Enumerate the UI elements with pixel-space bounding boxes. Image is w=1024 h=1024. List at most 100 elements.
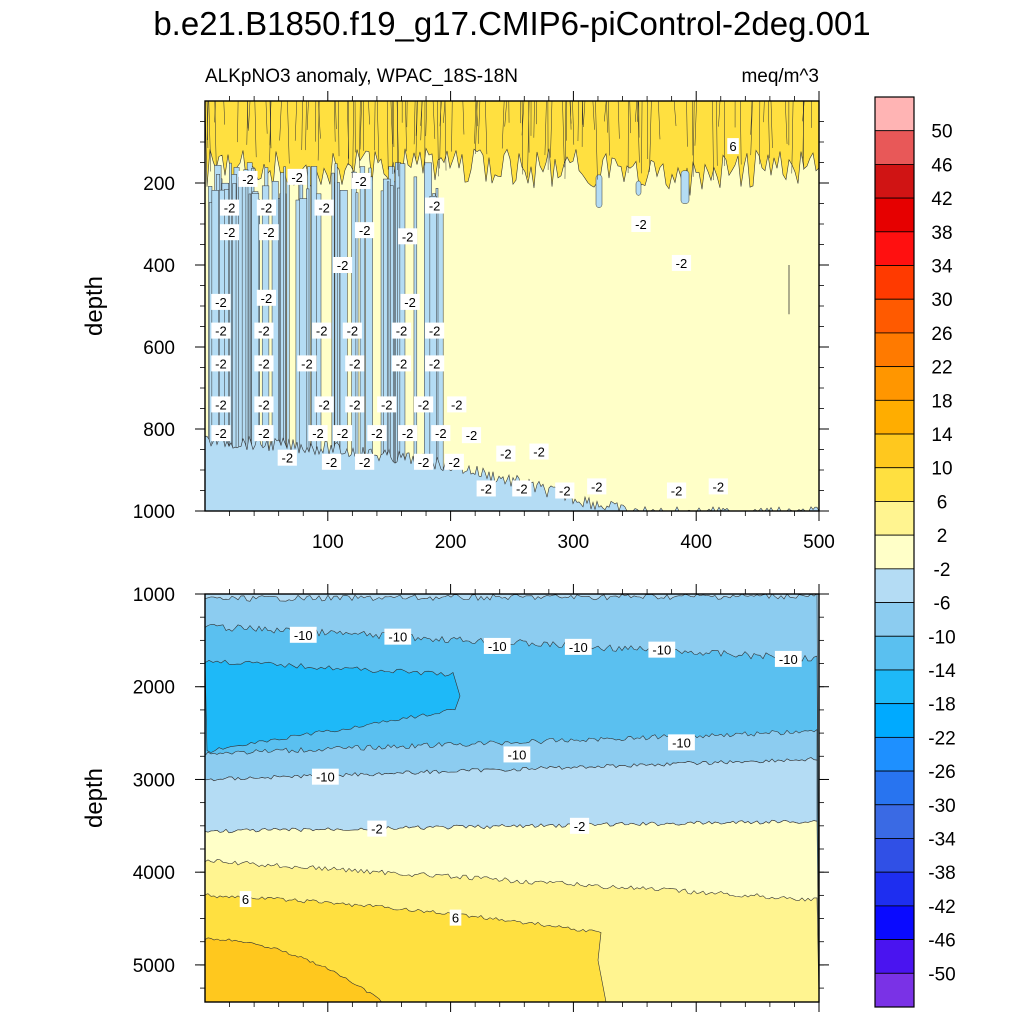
label-box: [321, 453, 342, 470]
surface-contour-line: [318, 101, 321, 139]
surface-contour-line: [692, 101, 695, 177]
upper-contour-label: -2: [444, 453, 464, 470]
upper-contour-label: -2: [277, 449, 297, 466]
label-text: -2: [337, 258, 349, 273]
upper-contour-label: -2: [219, 224, 240, 241]
label-box: [314, 396, 334, 413]
negative-strand: [680, 170, 690, 204]
upper-contour-label: -2: [447, 396, 467, 413]
colorbar-swatch: [874, 635, 915, 671]
colorbar-swatch: [874, 905, 915, 940]
label-text: 6: [242, 892, 249, 907]
surface-contour-line: [485, 101, 488, 155]
upper-contour-label: -2: [377, 396, 397, 413]
y-tick-label: 3000: [133, 770, 175, 791]
surface-contour-line: [564, 101, 567, 179]
label-box: [461, 427, 482, 444]
label-box: [555, 482, 575, 499]
negative-strand: [429, 196, 437, 511]
label-text: -2: [371, 822, 383, 837]
colorbar-swatch: [874, 838, 915, 873]
x-tick-label: 300: [558, 532, 590, 553]
label-box: [254, 355, 274, 372]
label-text: -2: [418, 455, 430, 470]
label-text: -2: [316, 324, 328, 339]
colorbar-label: 6: [937, 492, 948, 513]
label-text: -10: [388, 630, 407, 645]
upper-contour-label: -2: [398, 228, 418, 245]
negative-strand: [355, 192, 359, 511]
surface-contour-line: [279, 101, 282, 141]
upper-axes: 100 200 300 400 500 200 400 600 800 1000: [133, 91, 835, 553]
label-box: [311, 768, 339, 785]
upper-ylabel: depth: [81, 276, 108, 336]
surface-contour-line: [768, 101, 770, 159]
upper-contour-label: -2: [666, 482, 687, 499]
surface-contour-line: [415, 101, 418, 159]
label-text: -2: [449, 455, 461, 470]
label-text: 6: [452, 911, 459, 926]
label-box: [367, 425, 387, 442]
surface-contour-line: [386, 101, 389, 170]
label-text: -10: [672, 735, 691, 750]
label-box: [425, 197, 445, 214]
upper-contour-fill: 6-2 -2 -2-2 -2 -2 -2-2 -2 -2 -2-2-2 -2-2 -2 -2-2 -2-…: [205, 101, 819, 511]
label-text: -10: [569, 640, 588, 655]
lower-band-plus10: [205, 937, 389, 1002]
lower-contour-label: -10: [289, 626, 317, 643]
surface-contour-line: [583, 101, 586, 127]
label-text: -2: [451, 397, 463, 412]
label-text: -2: [466, 428, 478, 443]
label-box: [587, 478, 607, 495]
surface-contour-line: [474, 101, 477, 144]
label-box: [312, 322, 332, 339]
negative-strand: [248, 193, 252, 511]
label-text: -2: [713, 479, 725, 494]
colorbar-swatch: [874, 501, 915, 536]
label-box: [297, 355, 317, 372]
label-box: [512, 480, 532, 497]
upper-contour-label: -2: [297, 355, 317, 372]
colorbar-swatch: [874, 399, 915, 435]
surface-contour-line: [269, 101, 272, 163]
surface-contour-line: [550, 101, 553, 158]
colorbar-label: 46: [931, 155, 952, 176]
surface-contour-line: [562, 101, 565, 168]
label-text: -2: [500, 447, 512, 462]
colorbar-label: -10: [928, 627, 955, 648]
surface-contour-line: [658, 101, 661, 140]
colorbar-label: -46: [928, 931, 955, 952]
label-text: -2: [215, 356, 227, 371]
label-text: -10: [508, 747, 527, 762]
label-box: [355, 453, 375, 470]
label-box: [277, 449, 297, 466]
y-tick-label: 2000: [133, 678, 175, 699]
colorbar-swatch: [874, 736, 915, 772]
surface-contour-line: [208, 101, 212, 172]
surface-contour-line: [443, 101, 446, 123]
label-text: -2: [591, 479, 603, 494]
surface-contour-line: [504, 101, 507, 127]
surface-contour-line: [437, 101, 439, 177]
surface-contour-line: [451, 101, 453, 152]
label-box: [666, 482, 687, 499]
x-tick-label: 500: [803, 532, 835, 553]
lower-contour-label: -10: [668, 734, 695, 751]
y-tick-label: 1000: [133, 585, 175, 606]
label-box: [355, 222, 375, 239]
label-box: [447, 396, 467, 413]
label-text: -2: [635, 217, 647, 232]
surface-contour-line: [391, 101, 394, 174]
label-text: -2: [676, 256, 688, 271]
label-text: -2: [404, 295, 416, 310]
negative-strand: [339, 190, 348, 511]
surface-contour-line: [740, 101, 742, 165]
lower-contour-label: -10: [311, 768, 339, 785]
label-text: -10: [779, 652, 798, 667]
surface-contour-line: [207, 101, 209, 140]
surface-contour-line: [521, 101, 524, 175]
surface-contour-line: [305, 101, 307, 151]
label-text: -2: [381, 397, 393, 412]
colorbar-swatch: [874, 433, 915, 469]
